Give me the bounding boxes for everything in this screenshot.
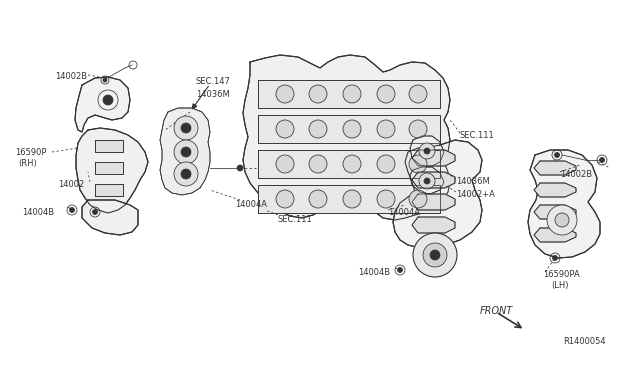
Text: SEC.111: SEC.111: [460, 131, 495, 140]
Text: (RH): (RH): [18, 159, 36, 168]
Circle shape: [309, 120, 327, 138]
Circle shape: [174, 140, 198, 164]
Text: FRONT: FRONT: [480, 306, 513, 316]
Text: 14002: 14002: [58, 180, 84, 189]
Polygon shape: [410, 167, 444, 194]
Circle shape: [309, 155, 327, 173]
Text: SEC.147: SEC.147: [196, 77, 231, 86]
Text: 14002B: 14002B: [560, 170, 592, 179]
Circle shape: [600, 157, 605, 163]
Circle shape: [413, 233, 457, 277]
Text: R1400054: R1400054: [563, 337, 605, 346]
Polygon shape: [258, 115, 440, 143]
Text: SEC.111: SEC.111: [278, 215, 313, 224]
Polygon shape: [534, 161, 576, 175]
Circle shape: [419, 173, 435, 189]
Text: 14004B: 14004B: [358, 268, 390, 277]
Circle shape: [343, 85, 361, 103]
Polygon shape: [160, 108, 210, 195]
Circle shape: [174, 116, 198, 140]
Polygon shape: [95, 140, 123, 152]
Circle shape: [276, 190, 294, 208]
Circle shape: [409, 120, 427, 138]
Circle shape: [276, 155, 294, 173]
Polygon shape: [412, 194, 455, 210]
Circle shape: [181, 147, 191, 157]
Polygon shape: [410, 136, 444, 167]
Polygon shape: [258, 80, 440, 108]
Polygon shape: [243, 55, 450, 220]
Polygon shape: [412, 217, 455, 233]
Circle shape: [430, 250, 440, 260]
Circle shape: [174, 162, 198, 186]
Circle shape: [309, 190, 327, 208]
Circle shape: [424, 178, 430, 184]
Circle shape: [181, 169, 191, 179]
Circle shape: [70, 208, 74, 212]
Circle shape: [309, 85, 327, 103]
Circle shape: [276, 120, 294, 138]
Polygon shape: [534, 228, 576, 242]
Circle shape: [181, 123, 191, 133]
Polygon shape: [75, 77, 130, 132]
Polygon shape: [95, 162, 123, 174]
Circle shape: [554, 153, 559, 157]
Circle shape: [377, 155, 395, 173]
Polygon shape: [534, 205, 576, 219]
Circle shape: [419, 143, 435, 159]
Circle shape: [276, 85, 294, 103]
Text: 14004A: 14004A: [235, 200, 267, 209]
Polygon shape: [412, 150, 455, 166]
Circle shape: [103, 78, 107, 82]
Polygon shape: [76, 128, 148, 213]
Polygon shape: [82, 200, 138, 235]
Circle shape: [103, 95, 113, 105]
Text: 16590PA: 16590PA: [543, 270, 580, 279]
Text: (LH): (LH): [551, 281, 568, 290]
Circle shape: [547, 205, 577, 235]
Text: 14004A: 14004A: [388, 208, 420, 217]
Circle shape: [343, 190, 361, 208]
Circle shape: [397, 267, 403, 273]
Circle shape: [377, 85, 395, 103]
Text: 14036M: 14036M: [196, 90, 230, 99]
Polygon shape: [258, 185, 440, 213]
Circle shape: [552, 256, 557, 260]
Circle shape: [237, 165, 243, 171]
Circle shape: [423, 243, 447, 267]
Circle shape: [343, 155, 361, 173]
Text: 14002B: 14002B: [55, 72, 87, 81]
Text: 14002+A: 14002+A: [456, 190, 495, 199]
Polygon shape: [95, 184, 123, 196]
Text: 14004B: 14004B: [22, 208, 54, 217]
Polygon shape: [258, 150, 440, 178]
Text: 14036M: 14036M: [456, 177, 490, 186]
Circle shape: [424, 148, 430, 154]
Polygon shape: [393, 140, 482, 248]
Text: 16590P: 16590P: [15, 148, 47, 157]
Polygon shape: [534, 183, 576, 197]
Polygon shape: [412, 172, 455, 188]
Circle shape: [409, 190, 427, 208]
Circle shape: [409, 155, 427, 173]
Circle shape: [377, 120, 395, 138]
Circle shape: [409, 85, 427, 103]
Polygon shape: [528, 150, 600, 258]
Circle shape: [343, 120, 361, 138]
Circle shape: [555, 213, 569, 227]
Circle shape: [377, 190, 395, 208]
Circle shape: [93, 209, 97, 215]
